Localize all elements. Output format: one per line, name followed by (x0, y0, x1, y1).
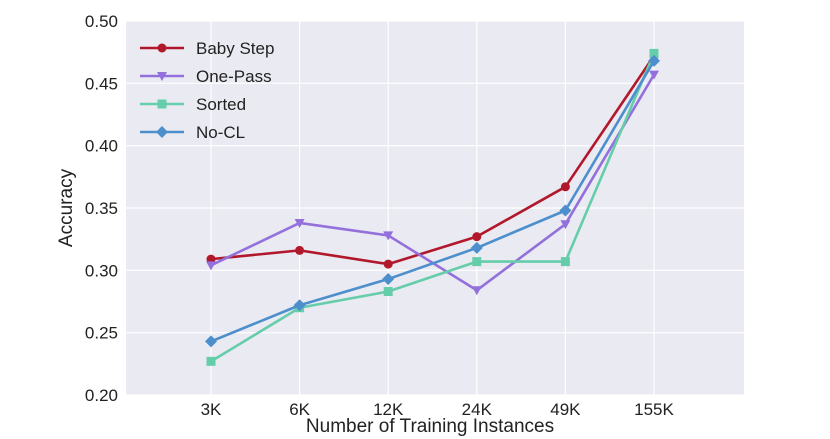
data-point-square (560, 257, 570, 267)
series-line (210, 55, 656, 266)
x-tick-label: 12K (373, 400, 404, 419)
grid (126, 20, 744, 396)
y-tick-label: 0.35 (85, 199, 118, 218)
legend-label: One-Pass (196, 67, 272, 86)
y-axis-title: Accuracy (56, 168, 77, 247)
series-group (205, 48, 660, 366)
legend-label: Sorted (196, 95, 246, 114)
data-point-triangle-down (560, 220, 571, 230)
data-point-circle (295, 245, 305, 255)
data-point-triangle-down (294, 218, 305, 228)
data-point-diamond (156, 126, 168, 138)
y-tick-label: 0.40 (85, 137, 118, 156)
y-tick-label: 0.25 (85, 324, 118, 343)
data-point-square (649, 48, 659, 58)
data-point-triangle-down (383, 231, 394, 241)
data-point-diamond (648, 54, 660, 67)
legend-item: One-Pass (140, 67, 272, 86)
data-point-triangle-down (206, 261, 216, 271)
data-point-diamond (470, 241, 483, 254)
data-point-square (383, 287, 393, 297)
data-point-triangle-down (649, 70, 659, 80)
x-tick-label: 49K (550, 400, 581, 419)
data-point-triangle-down (157, 72, 167, 81)
series-no-cl (205, 54, 660, 348)
x-tick-label: 24K (462, 400, 493, 419)
series-line (210, 60, 656, 343)
y-tick-label: 0.50 (85, 12, 118, 31)
x-tick-label: 155K (634, 400, 674, 419)
data-point-circle (383, 259, 393, 269)
legend-item: Sorted (140, 95, 246, 114)
legend-label: No-CL (196, 123, 245, 142)
data-point-circle (157, 43, 167, 53)
data-point-circle (560, 182, 570, 192)
y-tick-label: 0.30 (85, 261, 118, 280)
data-point-diamond (382, 273, 395, 286)
legend-item: Baby Step (140, 39, 274, 58)
data-point-circle (472, 232, 482, 242)
data-point-diamond (559, 204, 572, 217)
legend-label: Baby Step (196, 39, 274, 58)
series-line (210, 52, 656, 363)
data-point-square (206, 356, 216, 366)
x-axis-title: Number of Training Instances (306, 416, 554, 437)
legend: Baby Step One-Pass Sorted No-CL (140, 39, 274, 142)
data-point-diamond (205, 335, 217, 348)
data-point-square (157, 99, 167, 109)
axis-ticks: 0.20 0.25 0.30 0.35 0.40 0.45 0.50 3K 6K 12K 24K 49… (85, 12, 675, 419)
data-point-triangle-down (471, 286, 482, 296)
data-point-diamond (293, 299, 306, 312)
y-tick-label: 0.45 (85, 74, 118, 93)
legend-item: No-CL (140, 123, 245, 142)
x-tick-label: 3K (201, 400, 222, 419)
y-tick-label: 0.20 (85, 386, 118, 405)
data-point-square (472, 257, 482, 267)
x-tick-label: 6K (289, 400, 310, 419)
